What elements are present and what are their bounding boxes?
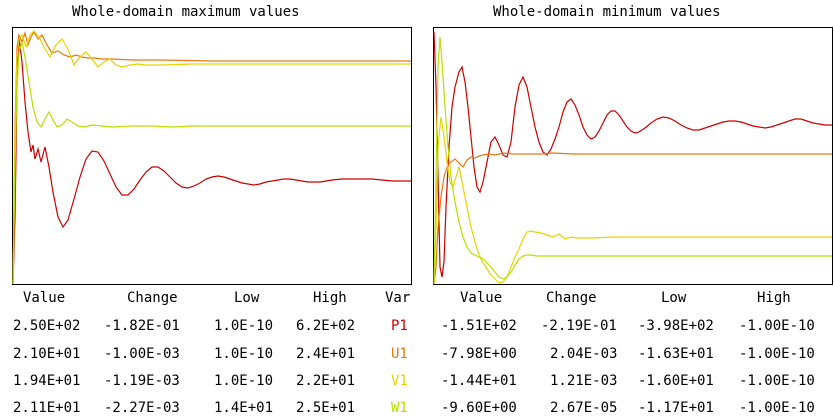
min-header-low: Low xyxy=(661,290,687,306)
min-row-4-change: 2.67E-05 xyxy=(550,400,618,416)
min-row-4-low: -1.17E+01 xyxy=(638,400,714,416)
min-row-1-high: -1.00E-10 xyxy=(739,318,815,334)
min-w1-series xyxy=(433,36,832,285)
max-p1-series xyxy=(12,36,411,285)
max-header-value: Value xyxy=(23,290,66,306)
max-row-1-var: P1 xyxy=(391,318,408,334)
min-header-value: Value xyxy=(460,290,503,306)
max-header-low: Low xyxy=(234,290,260,306)
max-v1-series xyxy=(12,30,411,285)
max-row-4-var: W1 xyxy=(391,400,408,416)
max-row-2-var: U1 xyxy=(391,346,408,362)
max-panel-title: Whole-domain maximum values xyxy=(72,4,300,20)
max-row-4-value: 2.11E+01 xyxy=(13,400,81,416)
max-u1-series xyxy=(12,30,411,285)
min-row-2-change: 2.04E-03 xyxy=(550,346,618,362)
min-p1-series xyxy=(433,31,832,278)
max-row-2-low: 1.0E-10 xyxy=(214,346,274,362)
min-row-3-value: -1.44E+01 xyxy=(441,373,517,389)
max-row-2-value: 2.10E+01 xyxy=(13,346,81,362)
min-v1-series xyxy=(433,116,832,285)
max-row-3-var: V1 xyxy=(391,373,408,389)
max-row-1-high: 6.2E+02 xyxy=(296,318,356,334)
min-header-high: High xyxy=(757,290,791,306)
max-header-high: High xyxy=(313,290,347,306)
min-row-4-value: -9.60E+00 xyxy=(441,400,517,416)
min-row-3-change: 1.21E-03 xyxy=(550,373,618,389)
min-row-3-high: -1.00E-10 xyxy=(739,373,815,389)
min-row-2-value: -7.98E+00 xyxy=(441,346,517,362)
max-row-3-high: 2.2E+01 xyxy=(296,373,356,389)
min-header-change: Change xyxy=(546,290,597,306)
min-row-4-high: -1.00E-10 xyxy=(739,400,815,416)
min-row-3-low: -1.60E+01 xyxy=(638,373,714,389)
min-row-2-high: -1.00E-10 xyxy=(739,346,815,362)
max-row-1-low: 1.0E-10 xyxy=(214,318,274,334)
max-row-3-value: 1.94E+01 xyxy=(13,373,81,389)
min-row-2-low: -1.63E+01 xyxy=(638,346,714,362)
min-row-1-value: -1.51E+02 xyxy=(441,318,517,334)
max-header-change: Change xyxy=(127,290,178,306)
max-row-2-high: 2.4E+01 xyxy=(296,346,356,362)
max-row-4-change: -2.27E-03 xyxy=(104,400,180,416)
max-w1-series xyxy=(12,41,411,285)
max-row-2-change: -1.00E-03 xyxy=(104,346,180,362)
min-u1-series xyxy=(433,152,832,285)
min-row-1-low: -3.98E+02 xyxy=(638,318,714,334)
max-row-3-low: 1.0E-10 xyxy=(214,373,274,389)
max-row-1-change: -1.82E-01 xyxy=(104,318,180,334)
max-header-var: Var xyxy=(385,290,411,306)
min-values-plot xyxy=(433,27,833,285)
min-panel-title: Whole-domain minimum values xyxy=(493,4,721,20)
max-row-4-high: 2.5E+01 xyxy=(296,400,356,416)
max-row-4-low: 1.4E+01 xyxy=(214,400,274,416)
min-row-1-change: -2.19E-01 xyxy=(541,318,617,334)
max-row-3-change: -1.19E-03 xyxy=(104,373,180,389)
max-row-1-value: 2.50E+02 xyxy=(13,318,81,334)
max-values-plot xyxy=(12,27,412,285)
